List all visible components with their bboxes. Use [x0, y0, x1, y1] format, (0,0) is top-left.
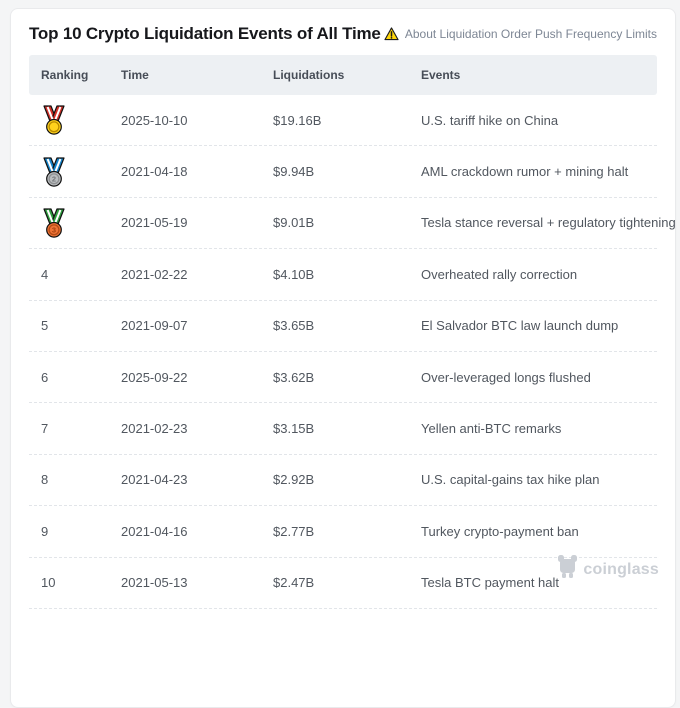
- table-body: 2025-10-10 $19.16B U.S. tariff hike on C…: [29, 95, 676, 609]
- time-cell: 2025-09-22: [121, 369, 188, 385]
- liquidation-events-card: Top 10 Crypto Liquidation Events of All …: [10, 8, 676, 708]
- silver-medal-icon: 2: [43, 156, 65, 187]
- svg-text:2: 2: [52, 174, 56, 183]
- card-header: Top 10 Crypto Liquidation Events of All …: [29, 9, 657, 55]
- push-frequency-limits-label: About Liquidation Order Push Frequency L…: [404, 27, 657, 41]
- event-cell: El Salvador BTC law launch dump: [421, 318, 619, 334]
- warning-triangle-icon: [384, 27, 399, 41]
- ranking-cell: 9: [29, 524, 109, 539]
- ranking-cell: 4: [29, 267, 109, 282]
- ranking-cell: 2: [29, 156, 109, 187]
- column-header-events: Events: [421, 68, 461, 82]
- liquidations-cell: $2.77B: [273, 523, 315, 539]
- rank-number: 5: [41, 318, 49, 334]
- event-cell: Overheated rally correction: [421, 266, 578, 282]
- event-cell: Tesla BTC payment halt: [421, 575, 560, 591]
- ranking-cell: 5: [29, 318, 109, 333]
- rank-number: 8: [41, 472, 49, 488]
- event-cell: U.S. capital-gains tax hike plan: [421, 472, 600, 488]
- push-frequency-limits-link[interactable]: About Liquidation Order Push Frequency L…: [384, 27, 657, 41]
- liquidations-cell: $2.92B: [273, 472, 315, 488]
- table-row[interactable]: 5 2021-09-07 $3.65B El Salvador BTC law …: [29, 301, 657, 352]
- gold-medal-icon: [43, 105, 65, 135]
- time-cell: 2021-04-23: [121, 472, 188, 488]
- table-row[interactable]: 7 2021-02-23 $3.15B Yellen anti-BTC rema…: [29, 403, 657, 455]
- time-cell: 2021-04-18: [121, 164, 188, 180]
- column-header-liquidations: Liquidations: [273, 68, 345, 82]
- ranking-cell: [29, 105, 109, 135]
- time-cell: 2021-02-22: [121, 266, 188, 282]
- event-cell: U.S. tariff hike on China: [421, 112, 559, 128]
- event-cell: Tesla stance reversal + regulatory tight…: [421, 215, 676, 231]
- time-cell: 2021-05-13: [121, 575, 188, 591]
- liquidations-cell: $9.94B: [273, 164, 315, 180]
- time-cell: 2021-02-23: [121, 421, 188, 437]
- event-cell: AML crackdown rumor + mining halt: [421, 164, 629, 180]
- time-cell: 2021-05-19: [121, 215, 188, 231]
- ranking-cell: 6: [29, 370, 109, 385]
- liquidations-cell: $3.62B: [273, 369, 315, 385]
- bronze-medal-icon: 3: [43, 208, 65, 238]
- ranking-cell: 7: [29, 421, 109, 436]
- table-row[interactable]: 8 2021-04-23 $2.92B U.S. capital-gains t…: [29, 455, 657, 507]
- rank-number: 6: [41, 369, 49, 385]
- liquidations-cell: $19.16B: [273, 112, 322, 128]
- table-row[interactable]: 6 2025-09-22 $3.62B Over-leveraged longs…: [29, 352, 657, 404]
- rank-number: 9: [41, 523, 49, 539]
- event-cell: Yellen anti-BTC remarks: [421, 421, 562, 437]
- rank-number: 10: [41, 575, 56, 591]
- ranking-cell: 8: [29, 472, 109, 487]
- table-header: Ranking Time Liquidations Events: [29, 55, 657, 95]
- page-title: Top 10 Crypto Liquidation Events of All …: [29, 24, 381, 43]
- liquidations-cell: $3.15B: [273, 421, 315, 437]
- rank-number: 4: [41, 266, 49, 282]
- time-cell: 2021-04-16: [121, 523, 188, 539]
- table-row[interactable]: 10 2021-05-13 $2.47B Tesla BTC payment h…: [29, 558, 657, 609]
- event-cell: Turkey crypto-payment ban: [421, 523, 579, 539]
- ranking-cell: 10: [29, 575, 109, 590]
- rank-number: 7: [41, 421, 49, 437]
- column-header-ranking: Ranking: [41, 68, 89, 82]
- table-row[interactable]: 9 2021-04-16 $2.77B Turkey crypto-paymen…: [29, 506, 657, 558]
- liquidations-cell: $2.47B: [273, 575, 315, 591]
- time-cell: 2025-10-10: [121, 112, 188, 128]
- liquidations-cell: $4.10B: [273, 266, 315, 282]
- table-row[interactable]: 3 2021-05-19 $9.01B Tesla stance reversa…: [29, 198, 676, 250]
- liquidations-cell: $9.01B: [273, 215, 315, 231]
- event-cell: Over-leveraged longs flushed: [421, 369, 591, 385]
- table-row[interactable]: 2 2021-04-18 $9.94B AML crackdown rumor …: [29, 146, 657, 198]
- liquidations-cell: $3.65B: [273, 318, 315, 334]
- table-row[interactable]: 2025-10-10 $19.16B U.S. tariff hike on C…: [29, 95, 657, 147]
- ranking-cell: 3: [29, 208, 109, 238]
- table-row[interactable]: 4 2021-02-22 $4.10B Overheated rally cor…: [29, 249, 657, 301]
- column-header-time: Time: [121, 68, 149, 82]
- svg-text:3: 3: [52, 226, 56, 235]
- time-cell: 2021-09-07: [121, 318, 188, 334]
